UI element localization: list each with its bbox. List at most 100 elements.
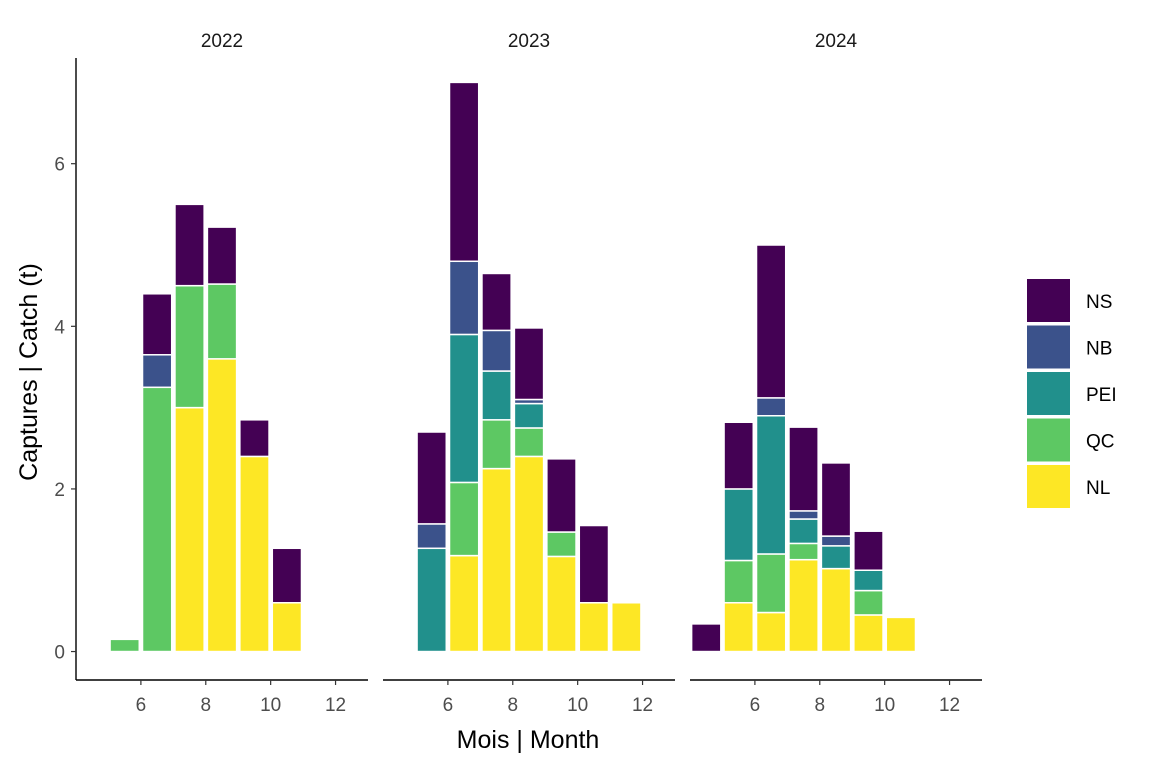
- bar-month-10: [885, 616, 917, 653]
- legend-item-pei: PEI: [1027, 372, 1117, 415]
- x-tick-label: 10: [260, 695, 281, 716]
- bar-segment-nl: [820, 567, 852, 653]
- bar-month-9: [853, 530, 884, 653]
- bar-segment-nl: [578, 602, 610, 653]
- bar-segment-ns: [723, 421, 755, 490]
- bar-segment-ns: [141, 293, 173, 356]
- bar-segment-pei: [853, 569, 884, 592]
- legend-swatch: [1027, 372, 1070, 415]
- panels-layer: 2022 6 8 10 12 2023 6 8 10 12 2024 6 8 10 12: [76, 31, 982, 716]
- bar-month-10: [578, 524, 610, 653]
- bar-month-7: [788, 426, 819, 653]
- bar-segment-nl: [513, 455, 545, 653]
- x-tick-label: 6: [443, 695, 454, 716]
- x-tick-label: 12: [325, 695, 346, 716]
- bar-month-10: [271, 547, 303, 653]
- bar-segment-pei: [723, 488, 755, 562]
- x-axis-title: Mois | Month: [457, 726, 600, 754]
- bar-segment-ns: [416, 431, 448, 525]
- x-tick-label: 8: [507, 695, 518, 716]
- bar-segment-nl: [546, 555, 577, 653]
- bar-segment-ns: [448, 81, 480, 263]
- bar-segment-qc: [174, 284, 205, 409]
- bar-segment-pei: [448, 333, 480, 484]
- y-tick-label: 2: [54, 480, 65, 501]
- panel-label: 2024: [815, 31, 858, 52]
- x-tick-label: 6: [136, 695, 147, 716]
- bar-segment-nl: [239, 455, 270, 653]
- x-tick-label: 8: [814, 695, 825, 716]
- legend-swatch: [1027, 465, 1070, 508]
- y-tick-label: 6: [54, 155, 65, 176]
- bar-segment-ns: [174, 203, 205, 287]
- x-tick-label: 12: [632, 695, 653, 716]
- y-tick-label: 0: [54, 643, 65, 664]
- bar-segment-qc: [109, 638, 141, 653]
- legend-item-nb: NB: [1027, 325, 1112, 369]
- legend-swatch: [1027, 279, 1070, 322]
- bar-segment-ns: [578, 524, 610, 604]
- bar-month-5: [109, 638, 141, 653]
- bar-segment-nl: [271, 602, 303, 653]
- bar-segment-ns: [206, 226, 238, 285]
- bar-segment-pei: [416, 547, 448, 653]
- bar-segment-ns: [546, 458, 577, 533]
- bar-segment-nl: [853, 614, 884, 653]
- bar-segment-nb: [788, 510, 819, 520]
- x-tick-label: 10: [874, 695, 895, 716]
- legend-label: QC: [1086, 432, 1115, 453]
- panel-label: 2023: [508, 31, 550, 52]
- bar-segment-pei: [513, 402, 545, 429]
- bar-segment-nb: [481, 329, 512, 372]
- legend-item-nl: NL: [1027, 465, 1110, 508]
- x-tick-label: 10: [567, 695, 588, 716]
- bar-month-5: [723, 421, 755, 653]
- bar-month-7: [481, 272, 512, 653]
- bar-segment-nb: [448, 260, 480, 336]
- bar-segment-ns: [820, 462, 852, 537]
- bar-segment-pei: [788, 518, 819, 545]
- bar-segment-nl: [448, 554, 480, 653]
- bar-segment-qc: [755, 553, 787, 614]
- bar-segment-ns: [239, 419, 270, 458]
- x-tick-label: 12: [939, 695, 960, 716]
- bar-segment-qc: [481, 419, 512, 470]
- bar-segment-qc: [546, 531, 577, 558]
- legend-item-ns: NS: [1027, 279, 1112, 322]
- bar-month-7: [174, 203, 205, 653]
- legend-label: NB: [1086, 339, 1112, 360]
- bar-segment-qc: [513, 427, 545, 458]
- bar-month-5: [416, 431, 448, 653]
- bar-segment-qc: [853, 589, 884, 616]
- bar-segment-nb: [416, 523, 448, 550]
- bar-segment-nb: [141, 354, 173, 389]
- bar-segment-nb: [820, 535, 852, 547]
- bar-segment-nl: [206, 358, 238, 653]
- bar-month-6: [755, 244, 787, 653]
- bar-segment-nl: [481, 467, 512, 653]
- bar-segment-qc: [141, 386, 173, 653]
- legend-item-qc: QC: [1027, 418, 1115, 462]
- y-tick-label: 4: [54, 317, 65, 338]
- bar-segment-ns: [788, 426, 819, 512]
- bar-segment-ns: [690, 623, 722, 653]
- bar-month-9: [239, 419, 270, 653]
- panel-2024: 2024 6 8 10 12: [690, 31, 982, 716]
- panel-label: 2022: [201, 31, 243, 52]
- x-tick-label: 6: [750, 695, 761, 716]
- bar-segment-ns: [481, 272, 512, 332]
- bar-segment-nl: [610, 602, 642, 653]
- y-axis: 0 2 4 6: [54, 58, 77, 680]
- y-axis-title: Captures | Catch (t): [15, 263, 43, 481]
- bar-month-4: [690, 623, 722, 653]
- bar-segment-qc: [788, 542, 819, 561]
- bar-segment-nl: [885, 616, 917, 653]
- bar-month-6: [141, 293, 173, 653]
- bar-segment-ns: [271, 547, 303, 604]
- bar-segment-nl: [723, 602, 755, 653]
- bar-segment-pei: [481, 370, 512, 421]
- bar-segment-ns: [755, 244, 787, 399]
- bar-month-9: [546, 458, 577, 653]
